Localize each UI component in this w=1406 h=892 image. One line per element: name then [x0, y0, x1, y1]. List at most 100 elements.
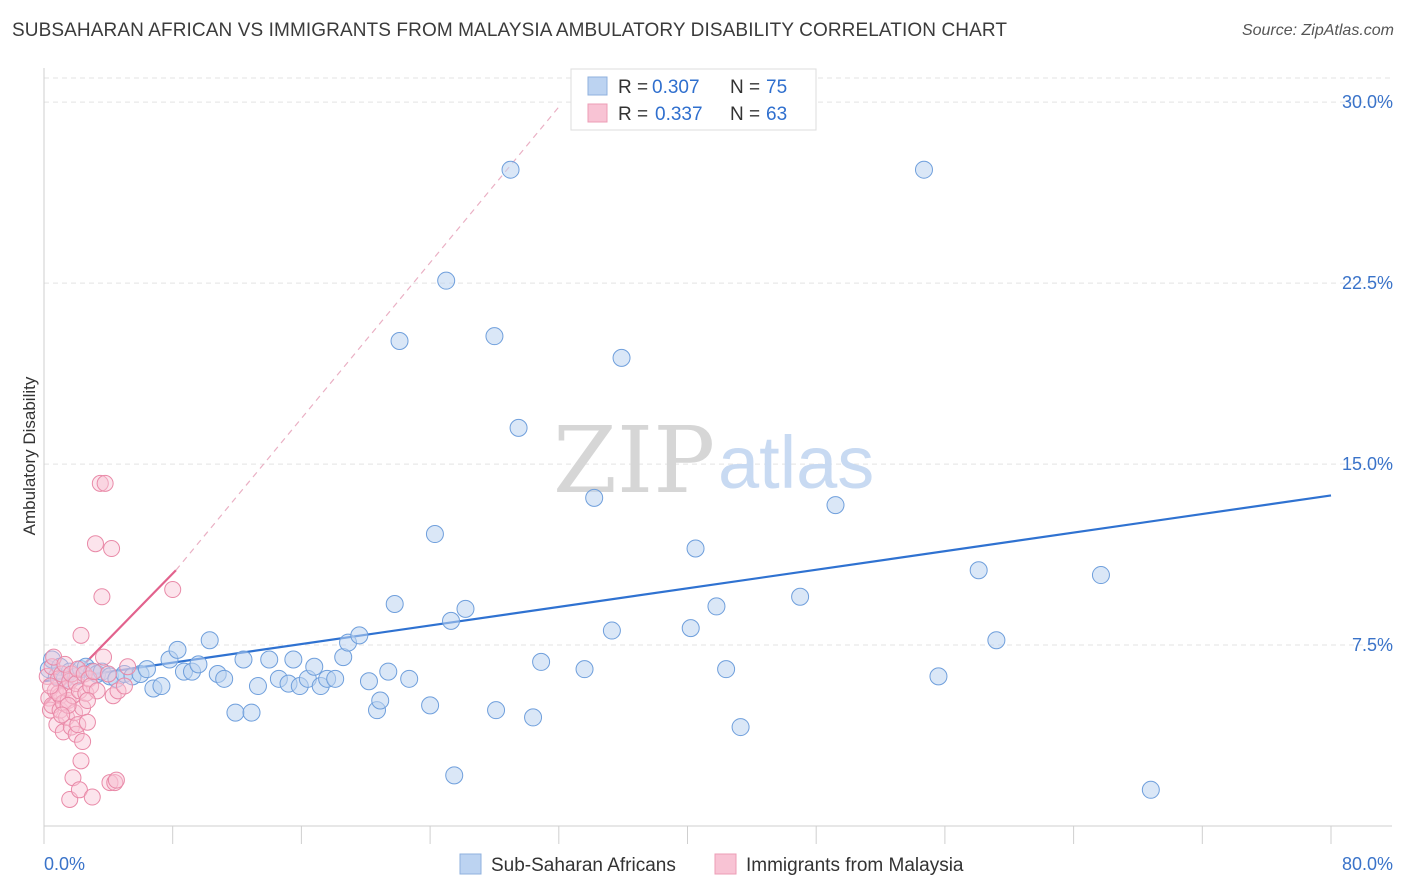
point-subsaharan: [359, 672, 378, 691]
legend-n-value-2: 63: [766, 104, 787, 125]
legend-r-value-2: 0.337: [655, 104, 703, 125]
bottom-legend-swatch-blue: [459, 853, 482, 875]
legend-box: R = 0.307 N = 75 R = 0.337 N = 63: [570, 68, 817, 131]
point-malaysia: [53, 706, 71, 724]
point-subsaharan: [501, 160, 520, 179]
legend-r-label-2: R =: [618, 104, 648, 125]
point-subsaharan: [284, 650, 303, 669]
point-subsaharan: [200, 631, 219, 650]
data-points: [38, 160, 1160, 808]
point-subsaharan: [137, 660, 156, 679]
point-subsaharan: [686, 539, 705, 558]
bottom-legend-swatch-pink: [714, 853, 737, 875]
point-subsaharan: [731, 718, 750, 737]
point-subsaharan: [425, 525, 444, 544]
point-subsaharan: [532, 652, 551, 671]
point-malaysia: [91, 474, 109, 492]
point-malaysia: [72, 626, 90, 644]
point-malaysia: [38, 667, 56, 685]
point-subsaharan: [442, 611, 461, 630]
point-malaysia: [56, 655, 74, 673]
point-subsaharan: [445, 766, 464, 785]
point-subsaharan: [585, 488, 604, 507]
point-malaysia: [70, 781, 88, 799]
y-tick-label: 7.5%: [1352, 635, 1393, 655]
point-malaysia: [99, 665, 117, 683]
point-malaysia: [74, 733, 92, 751]
point-subsaharan: [612, 348, 631, 367]
point-subsaharan: [400, 669, 419, 688]
trend-line-subsaharan: [43, 494, 1332, 683]
point-subsaharan: [1141, 780, 1160, 799]
point-malaysia: [93, 588, 111, 606]
chart-title: SUBSAHARAN AFRICAN VS IMMIGRANTS FROM MA…: [12, 20, 1008, 41]
point-malaysia: [59, 696, 77, 714]
point-malaysia: [101, 774, 119, 792]
point-subsaharan: [226, 703, 245, 722]
point-subsaharan: [189, 655, 208, 674]
trend-extension-malaysia: [175, 106, 560, 571]
legend-swatch-blue: [587, 76, 608, 96]
point-malaysia: [103, 540, 121, 558]
y-axis-title: Ambulatory Disability: [20, 376, 39, 535]
legend-n-label-1: N =: [730, 77, 760, 98]
point-subsaharan: [969, 561, 988, 580]
point-subsaharan: [826, 496, 845, 515]
point-malaysia: [69, 716, 87, 734]
point-malaysia: [96, 474, 114, 492]
legend-n-label-2: N =: [730, 104, 760, 125]
point-subsaharan: [602, 621, 621, 640]
point-malaysia: [106, 774, 124, 792]
bottom-legend: Sub-Saharan Africans Immigrants from Mal…: [459, 853, 964, 876]
point-malaysia: [48, 716, 66, 734]
point-subsaharan: [326, 669, 345, 688]
point-malaysia: [107, 771, 125, 789]
point-malaysia: [104, 687, 122, 705]
point-subsaharan: [390, 332, 409, 351]
point-subsaharan: [717, 660, 736, 679]
x-tick-label: 80.0%: [1342, 854, 1393, 874]
point-subsaharan: [437, 271, 456, 290]
point-subsaharan: [215, 669, 234, 688]
source-label: Source: ZipAtlas.com: [1241, 22, 1394, 39]
point-subsaharan: [421, 696, 440, 715]
legend-n-value-1: 75: [766, 77, 787, 98]
point-malaysia: [115, 677, 133, 695]
point-malaysia: [72, 752, 90, 770]
point-malaysia: [119, 658, 137, 676]
point-subsaharan: [248, 677, 267, 696]
point-subsaharan: [485, 327, 504, 346]
y-tick-label: 15.0%: [1342, 454, 1393, 474]
point-subsaharan: [456, 599, 475, 618]
point-malaysia: [164, 581, 182, 599]
point-malaysia: [78, 692, 96, 710]
point-subsaharan: [168, 640, 187, 659]
point-subsaharan: [929, 667, 948, 686]
point-subsaharan: [681, 619, 700, 638]
point-malaysia: [95, 648, 113, 666]
legend-r-value-1: 0.307: [652, 77, 700, 98]
point-subsaharan: [242, 703, 261, 722]
point-malaysia: [86, 535, 104, 553]
bottom-legend-label-pink: Immigrants from Malaysia: [746, 855, 964, 876]
point-subsaharan: [305, 657, 324, 676]
point-subsaharan: [385, 595, 404, 614]
point-subsaharan: [260, 650, 279, 669]
x-tick-label: 0.0%: [44, 854, 85, 874]
watermark-zip: ZIP: [553, 407, 715, 514]
watermark: ZIP atlas: [553, 407, 874, 514]
grid: [44, 77, 1392, 646]
point-subsaharan: [371, 691, 390, 710]
point-subsaharan: [379, 662, 398, 681]
point-subsaharan: [524, 708, 543, 727]
point-malaysia: [54, 723, 72, 741]
point-subsaharan: [509, 418, 528, 437]
point-subsaharan: [914, 160, 933, 179]
point-malaysia: [85, 663, 103, 681]
point-subsaharan: [791, 587, 810, 606]
point-subsaharan: [987, 631, 1006, 650]
legend-r-label-1: R =: [618, 77, 648, 98]
y-tick-label: 30.0%: [1342, 92, 1393, 112]
point-subsaharan: [234, 650, 253, 669]
